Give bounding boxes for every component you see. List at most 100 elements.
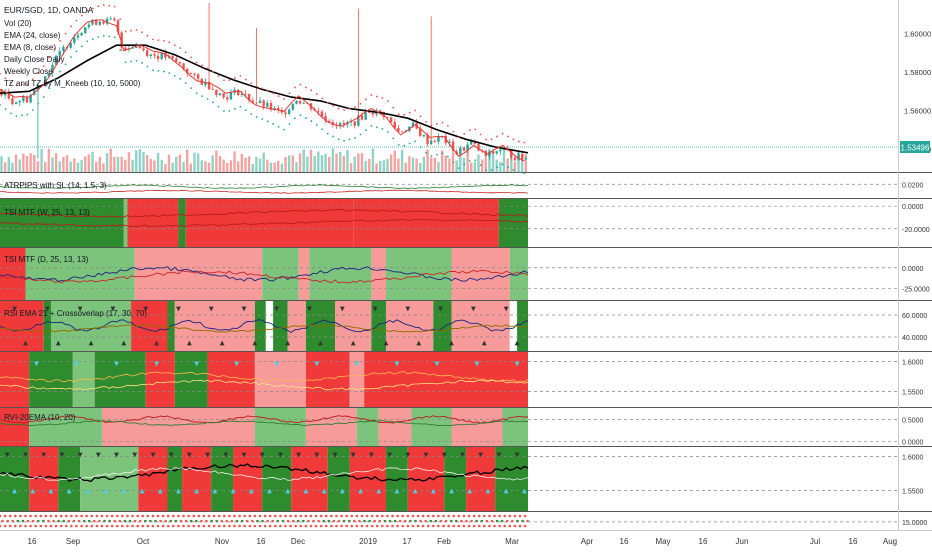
- bottom-dot: [319, 524, 323, 528]
- volume-bar: [408, 156, 411, 172]
- volume-bar: [510, 155, 513, 172]
- bottom-dot: [29, 524, 32, 528]
- price-axis[interactable]: 1.600001.580001.560001.540000.02000.0000…: [902, 30, 931, 527]
- rsi-band: [43, 301, 51, 351]
- support-dot: [206, 98, 209, 100]
- bottom-dot: [202, 524, 206, 528]
- bottom-dot: [95, 524, 99, 528]
- tsi_d-tick-label: 0.0000: [902, 266, 924, 273]
- support-dot: [425, 151, 427, 154]
- bottom-dot: [75, 524, 78, 528]
- bottom-dot: [3, 524, 7, 528]
- resistance-dot: [299, 83, 302, 86]
- volume-bar: [149, 158, 152, 172]
- volume-bar: [371, 148, 375, 172]
- support-dot: [195, 92, 198, 95]
- volume-bar: [240, 154, 244, 172]
- bottom-dot: [49, 514, 53, 518]
- cross-signal-marker: [121, 488, 127, 494]
- volume-bar: [236, 161, 240, 172]
- resistance-dot: [414, 109, 417, 112]
- last-price-badge: [900, 141, 930, 153]
- candle-body: [521, 153, 524, 160]
- candle-body: [389, 117, 393, 123]
- candle-body: [437, 136, 440, 142]
- tsi-d-title[interactable]: TSI MTF (D, 25, 13, 13): [4, 255, 89, 264]
- resistance-dot: [59, 39, 61, 42]
- support-dot: [501, 163, 504, 166]
- bottom-dot: [146, 514, 150, 518]
- resistance-dot: [272, 92, 275, 95]
- cloud-signal-marker: [194, 361, 200, 367]
- support-dot: [130, 60, 132, 63]
- bottom-dot: [268, 524, 272, 528]
- volume-bar: [488, 149, 491, 172]
- bottom-dot: [434, 519, 438, 523]
- cloud-signal-marker: [234, 361, 240, 367]
- bottom-dot: [44, 514, 48, 518]
- resistance-dot: [0, 73, 1, 75]
- time-axis[interactable]: 16 Sep Oct Nov 16 Dec 2019 17 Feb Mar Apr 16 May 16 Ju…: [28, 537, 898, 546]
- ma_cloud-tick-label: 1.5500: [902, 390, 924, 397]
- atr-title[interactable]: ATRPIPS with SL (14, 1.5, 3): [4, 181, 107, 190]
- support-dot: [91, 38, 94, 41]
- support-dot: [272, 123, 275, 125]
- rsi-signal-marker: [121, 340, 127, 346]
- symbol-title[interactable]: EUR/SGD, 1D, OANDA: [4, 5, 94, 15]
- legend-vol[interactable]: Vol (20): [4, 19, 32, 28]
- bottom-dot: [70, 524, 73, 528]
- rvi-tick-label: 0.0000: [902, 439, 924, 446]
- support-dot: [152, 69, 154, 72]
- support-dot: [343, 139, 346, 142]
- candle-body: [207, 81, 211, 90]
- tsi_d-band: [134, 248, 263, 300]
- candle-body: [178, 61, 182, 64]
- tsi-w-title[interactable]: TSI MTF (W, 25, 13, 13): [4, 208, 90, 217]
- resistance-dot: [430, 124, 433, 127]
- ma_cross-band: [211, 447, 234, 511]
- volume-bar: [502, 148, 506, 172]
- legend-weekly-close[interactable]: Weekly Close: [4, 67, 53, 76]
- bottom-dot: [386, 514, 389, 518]
- cross-signal-marker: [132, 452, 138, 458]
- candle-body: [193, 73, 196, 75]
- volume-bar: [175, 156, 178, 172]
- cloud-signal-marker: [514, 361, 520, 367]
- cross-signal-marker: [4, 452, 10, 458]
- bottom-dot: [177, 514, 180, 518]
- rsi-title[interactable]: RSI EMA 21 + Crossoverlap (17, 30, 70): [4, 309, 147, 318]
- legend-tz[interactable]: TZ and TZ by M_Kneeb (10, 10, 5000): [4, 79, 141, 88]
- bottom-dot: [477, 524, 481, 528]
- cross-signal-marker: [332, 452, 338, 458]
- resistance-dot: [343, 109, 346, 111]
- cross-signal-marker: [303, 488, 309, 494]
- volume-bar: [400, 149, 404, 172]
- ma_cloud-band: [0, 352, 30, 407]
- support-dot: [15, 115, 18, 117]
- volume-bar: [229, 160, 233, 172]
- legend-daily-close[interactable]: Daily Close Daily: [4, 55, 64, 64]
- bottom-dot: [462, 524, 466, 528]
- support-dot: [173, 75, 176, 77]
- volume-bar: [459, 149, 462, 172]
- volume-bar: [222, 159, 225, 172]
- bottom-dot: [194, 519, 198, 523]
- resistance-dot: [228, 79, 231, 82]
- candle-body: [422, 134, 426, 137]
- volume-bar: [419, 163, 422, 172]
- rvi-title[interactable]: RVI-20EMA (10, 20): [4, 413, 76, 422]
- bottom-tick-label: 15.0000: [902, 520, 927, 527]
- volume-bar: [324, 153, 327, 172]
- last-price-label: 1.53496: [901, 144, 930, 153]
- resistance-dot: [206, 67, 209, 70]
- resistance-dot: [15, 84, 18, 87]
- bottom-dot: [258, 524, 262, 528]
- legend-ema8[interactable]: EMA (8, close): [4, 43, 56, 52]
- volume-bar: [280, 163, 284, 172]
- legend-ema24[interactable]: EMA (24, close): [4, 31, 61, 40]
- resistance-dot: [326, 101, 329, 104]
- cross-signal-marker: [23, 452, 28, 458]
- candle-body: [397, 127, 400, 132]
- bottom-dot: [8, 514, 12, 518]
